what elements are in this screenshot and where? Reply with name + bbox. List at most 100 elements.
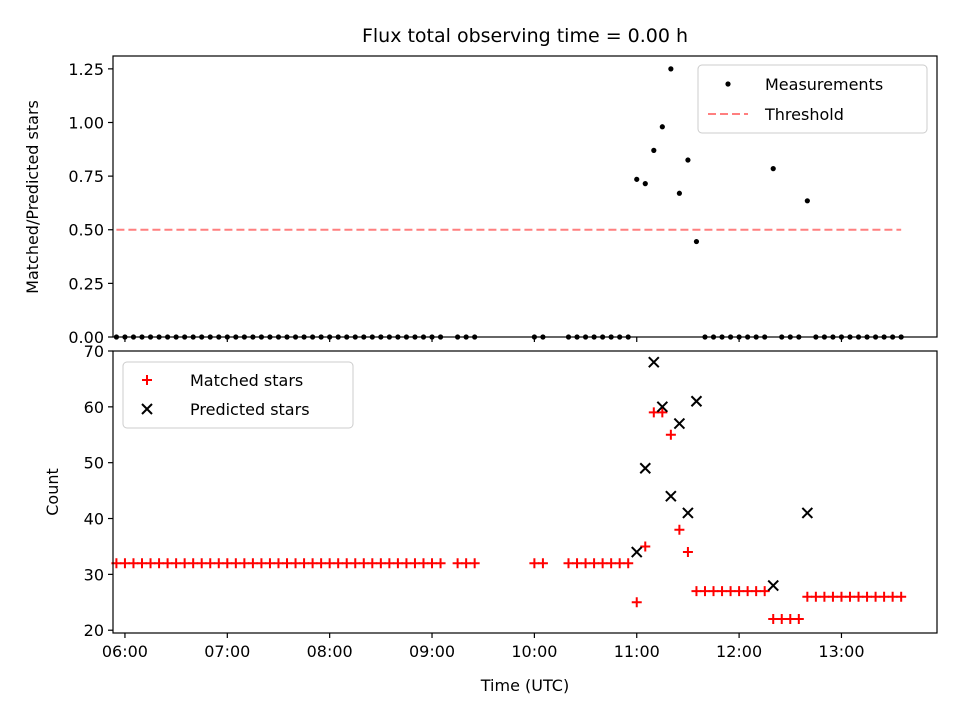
matched-stars-point — [435, 558, 446, 569]
top-plot-area — [113, 66, 904, 340]
matched-stars-point — [375, 558, 386, 569]
matched-stars-point — [188, 558, 199, 569]
top-y-axis-label: Matched/Predicted stars — [23, 100, 42, 294]
matched-stars-point — [333, 558, 344, 569]
measurements-point — [659, 124, 665, 130]
matched-stars-point — [384, 558, 395, 569]
matched-stars-point — [614, 558, 625, 569]
matched-stars-point — [836, 591, 847, 602]
predicted-stars-point — [673, 417, 686, 430]
matched-stars-point — [785, 614, 796, 625]
bottom-x-tick-label: 06:00 — [102, 642, 148, 661]
matched-stars-point — [205, 558, 216, 569]
top-legend: Measurements Threshold — [697, 64, 928, 134]
matched-stars-point — [853, 591, 864, 602]
matched-stars-point — [392, 558, 403, 569]
matched-stars-point — [154, 558, 165, 569]
matched-stars-point — [367, 558, 378, 569]
bottom-legend: Matched stars Predicted stars — [122, 361, 354, 429]
bottom-x-tick-label: 08:00 — [307, 642, 353, 661]
matched-stars-point — [623, 558, 634, 569]
matched-stars-point — [699, 586, 710, 597]
top-chart-title: Flux total observing time = 0.00 h — [362, 25, 688, 47]
measurements-point — [693, 238, 700, 245]
matched-stars-point — [299, 558, 310, 569]
legend-label-matched-stars: Matched stars — [190, 371, 303, 390]
matched-stars-point — [341, 558, 352, 569]
matched-stars-point — [589, 558, 600, 569]
matched-stars-point — [759, 586, 770, 597]
bottom-y-tick-label: 50 — [84, 454, 104, 473]
predicted-stars-point — [665, 490, 677, 502]
measurements-point — [685, 157, 691, 163]
matched-stars-point — [247, 558, 258, 569]
matched-stars-point — [145, 558, 156, 569]
predicted-stars-point — [648, 356, 660, 368]
predicted-stars-point — [656, 401, 669, 413]
bottom-y-tick-label: 60 — [84, 398, 104, 417]
matched-stars-point — [751, 586, 762, 597]
bottom-y-tick-label: 40 — [84, 510, 104, 529]
matched-stars-point — [665, 429, 676, 440]
bottom-x-tick-label: 13:00 — [818, 642, 864, 661]
matched-stars-point — [870, 591, 881, 602]
matched-stars-point — [597, 558, 608, 569]
bottom-x-tick-label: 09:00 — [409, 642, 455, 661]
matched-stars-point — [256, 558, 267, 569]
bottom-legend-box — [122, 361, 354, 429]
matched-stars-point — [640, 541, 651, 552]
predicted-stars-point — [639, 462, 651, 474]
matched-stars-point — [137, 558, 148, 569]
predicted-stars-point — [690, 395, 703, 407]
matched-stars-point — [819, 591, 830, 602]
matched-stars-point — [452, 558, 463, 569]
matched-stars-point — [529, 558, 540, 569]
matched-stars-point — [213, 558, 224, 569]
predicted-stars-point — [801, 507, 814, 519]
legend-marker-measurements — [725, 81, 731, 87]
matched-stars-point — [324, 558, 335, 569]
bottom-x-tick-label: 11:00 — [614, 642, 660, 661]
bottom-plot-area — [111, 356, 907, 625]
matched-stars-point — [222, 558, 233, 569]
bottom-x-tick-label: 12:00 — [716, 642, 762, 661]
top-y-tick-label: 1.00 — [68, 113, 104, 132]
matched-stars-point — [282, 558, 293, 569]
measurements-point — [634, 176, 640, 182]
matched-stars-point — [128, 558, 139, 569]
legend-label-threshold: Threshold — [764, 105, 844, 124]
bottom-axes-frame — [112, 350, 938, 634]
matched-stars-point — [793, 614, 804, 625]
bottom-x-tick-label: 10:00 — [511, 642, 557, 661]
matched-stars-point — [358, 558, 369, 569]
legend-marker-matched-stars — [142, 375, 152, 385]
matched-stars-point — [862, 591, 873, 602]
matched-stars-point — [606, 558, 617, 569]
bottom-y-tick-label: 20 — [84, 621, 104, 640]
bottom-x-tick-label: 07:00 — [204, 642, 250, 661]
matched-stars-point — [844, 591, 855, 602]
matched-stars-point — [776, 614, 787, 625]
matched-stars-point — [461, 558, 472, 569]
measurements-point — [676, 190, 682, 196]
legend-label-measurements: Measurements — [765, 75, 883, 94]
matched-stars-point — [196, 558, 207, 569]
matched-stars-point — [572, 558, 583, 569]
matched-stars-point — [409, 558, 420, 569]
matched-stars-point — [708, 586, 719, 597]
matched-stars-point — [648, 407, 659, 418]
matched-stars-point — [307, 558, 318, 569]
matched-stars-point — [682, 547, 693, 558]
bottom-y-tick-label: 70 — [84, 342, 104, 361]
matched-stars-point — [717, 586, 728, 597]
measurements-point — [642, 181, 648, 187]
bottom-y-tick-label: 30 — [84, 565, 104, 584]
matched-stars-point — [802, 591, 813, 602]
top-y-tick-label: 0.25 — [68, 274, 104, 293]
predicted-stars-point — [767, 579, 779, 592]
legend-label-predicted-stars: Predicted stars — [190, 400, 310, 419]
top-y-tick-label: 0.50 — [68, 221, 104, 240]
matched-stars-point — [887, 591, 898, 602]
matched-stars-point — [171, 558, 182, 569]
